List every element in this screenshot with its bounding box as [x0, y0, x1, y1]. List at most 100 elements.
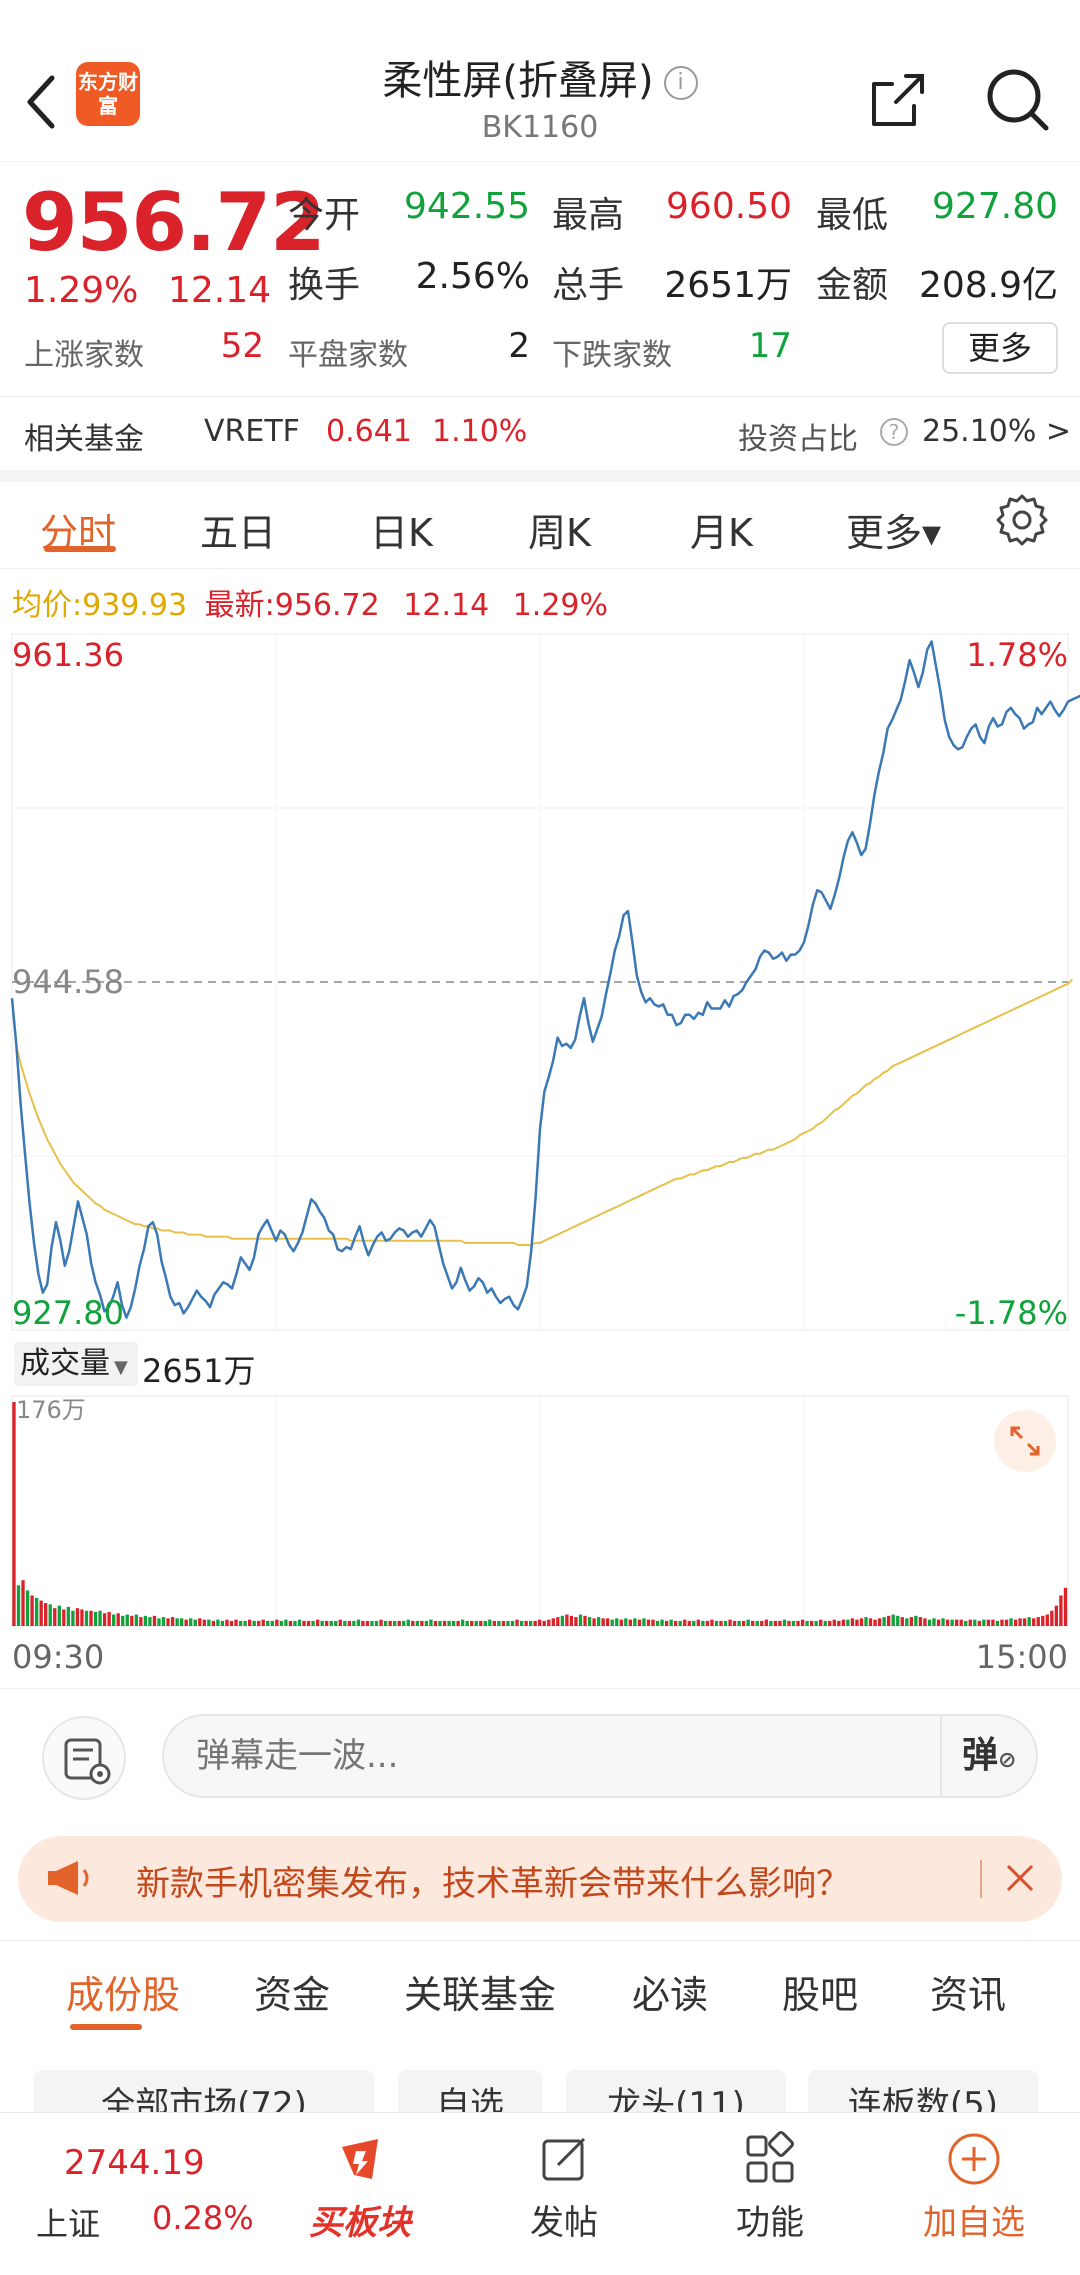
legend-pct: 1.29%	[512, 588, 609, 623]
volume-bar	[719, 1620, 723, 1626]
volume-bar	[932, 1618, 936, 1626]
up-count: 52	[220, 326, 264, 366]
volume-bar	[429, 1619, 433, 1626]
volume-bar	[34, 1598, 39, 1626]
legend-last-price: 956.72	[274, 588, 380, 623]
intraday-price-chart[interactable]: 961.36 944.58 927.80 1.78% -1.78%	[0, 628, 1080, 1338]
tab-monthly-k[interactable]: 月K	[690, 511, 753, 555]
gear-icon[interactable]	[996, 494, 1048, 546]
axis-time-start: 09:30	[12, 1638, 105, 1676]
tab-constituents[interactable]: 成份股	[66, 1973, 181, 2017]
volume-bar	[234, 1619, 238, 1626]
volume-chart: 176万	[11, 1395, 1069, 1627]
tab-news[interactable]: 资讯	[930, 1973, 1007, 2017]
volume-bar	[229, 1620, 234, 1626]
help-icon[interactable]: ?	[880, 418, 908, 446]
tab-five-day[interactable]: 五日	[200, 511, 277, 555]
volume-bar	[669, 1619, 673, 1626]
volume-bar	[746, 1619, 750, 1626]
volume-bar	[1018, 1618, 1022, 1626]
fund-price: 0.641	[326, 414, 412, 449]
volume-bar	[460, 1619, 465, 1626]
volume-bar	[207, 1619, 211, 1626]
volume-bar	[633, 1618, 637, 1626]
danmaku-toggle-label: 弹	[962, 1735, 999, 1776]
tab-must-read[interactable]: 必读	[632, 1973, 709, 2017]
tab-daily-k[interactable]: 日K	[370, 511, 433, 555]
volume-bar	[84, 1610, 89, 1626]
volume-bar	[288, 1620, 293, 1626]
volume-bar	[225, 1619, 229, 1626]
volume-bar	[760, 1620, 764, 1626]
tab-forum[interactable]: 股吧	[782, 1973, 859, 2017]
danmaku-toggle-button[interactable]: 弹⊘	[940, 1714, 1038, 1798]
tab-capital[interactable]: 资金	[254, 1973, 331, 2017]
volume-bar	[420, 1620, 424, 1626]
share-icon[interactable]	[866, 68, 930, 132]
volume-bar	[279, 1620, 284, 1626]
search-icon[interactable]	[982, 64, 1052, 134]
volume-indicator-dropdown[interactable]: 成交量 ▼	[14, 1342, 138, 1386]
volume-bar	[1022, 1618, 1027, 1626]
danmaku-input[interactable]	[162, 1714, 1038, 1798]
volume-bar	[143, 1615, 148, 1626]
volume-bar	[723, 1620, 728, 1626]
tab-related-funds[interactable]: 关联基金	[404, 1973, 557, 2017]
buy-sector-button[interactable]: 买板块	[290, 2131, 430, 2244]
tab-more[interactable]: 更多▾	[846, 511, 942, 555]
buy-sector-icon	[342, 2139, 378, 2179]
bottom-toolbar: 2744.19 上证 0.28% 买板块 发帖 功能 加自选	[0, 2112, 1080, 2275]
volume-bar	[315, 1619, 320, 1626]
volume-bar	[125, 1614, 129, 1626]
divider	[0, 1940, 1080, 1941]
active-tab-indicator	[44, 546, 116, 552]
add-watchlist-button[interactable]: 加自选	[904, 2131, 1044, 2244]
back-arrow-icon[interactable]	[22, 72, 62, 132]
volume-bar	[139, 1617, 143, 1626]
notes-button[interactable]	[42, 1716, 126, 1800]
volume-bar	[438, 1620, 442, 1626]
info-icon[interactable]: i	[663, 66, 698, 100]
volume-bars	[12, 1402, 1068, 1626]
volume-bar	[764, 1619, 768, 1626]
volume-bar	[701, 1620, 705, 1626]
more-quote-button[interactable]: 更多	[942, 322, 1058, 374]
volume-bar	[651, 1619, 655, 1626]
chart-legend: 均价:939.93 最新:956.72 12.14 1.29%	[12, 580, 608, 624]
volume-bar	[538, 1619, 542, 1626]
volume-bar	[596, 1617, 601, 1626]
divider	[0, 1688, 1080, 1689]
volume-bar	[1063, 1587, 1068, 1626]
post-button[interactable]: 发帖	[494, 2131, 634, 2244]
index-pct: 0.28%	[152, 2199, 254, 2237]
close-icon[interactable]	[998, 1856, 1042, 1900]
volume-bar	[850, 1618, 855, 1626]
tab-weekly-k[interactable]: 周K	[528, 511, 591, 555]
news-banner[interactable]: 新款手机密集发布，技术革新会带来什么影响？	[18, 1836, 1062, 1922]
down-count: 17	[748, 326, 792, 366]
volume-bar	[606, 1618, 610, 1626]
change-amount: 12.14	[168, 270, 272, 311]
volume-bar	[506, 1620, 510, 1626]
volume-bar	[791, 1620, 796, 1626]
y-axis-top-pct-label: 1.78%	[966, 636, 1068, 674]
expand-chart-button[interactable]	[994, 1410, 1056, 1472]
volume-bar	[846, 1619, 850, 1626]
related-fund-row[interactable]: 相关基金 VRETF 0.641 1.10% 投资占比 ? 25.10% >	[0, 398, 1080, 468]
functions-button[interactable]: 功能	[700, 2131, 840, 2244]
volume-bar	[615, 1618, 619, 1626]
volume-bar	[497, 1620, 501, 1626]
high-label: 最高	[552, 195, 625, 236]
volume-bar	[320, 1620, 324, 1626]
volume-bar	[402, 1620, 406, 1626]
volume-bar	[189, 1618, 193, 1626]
page-title: 柔性屏(折叠屏) i	[0, 48, 1080, 106]
volume-bar	[905, 1618, 909, 1626]
volume-bar	[832, 1619, 836, 1626]
volume-bar	[12, 1402, 16, 1626]
volume-bar	[148, 1617, 152, 1626]
turnover-value: 2.56%	[415, 256, 530, 297]
volume-bar	[551, 1618, 555, 1626]
volume-bar	[266, 1620, 270, 1626]
volume-bar	[955, 1619, 959, 1626]
